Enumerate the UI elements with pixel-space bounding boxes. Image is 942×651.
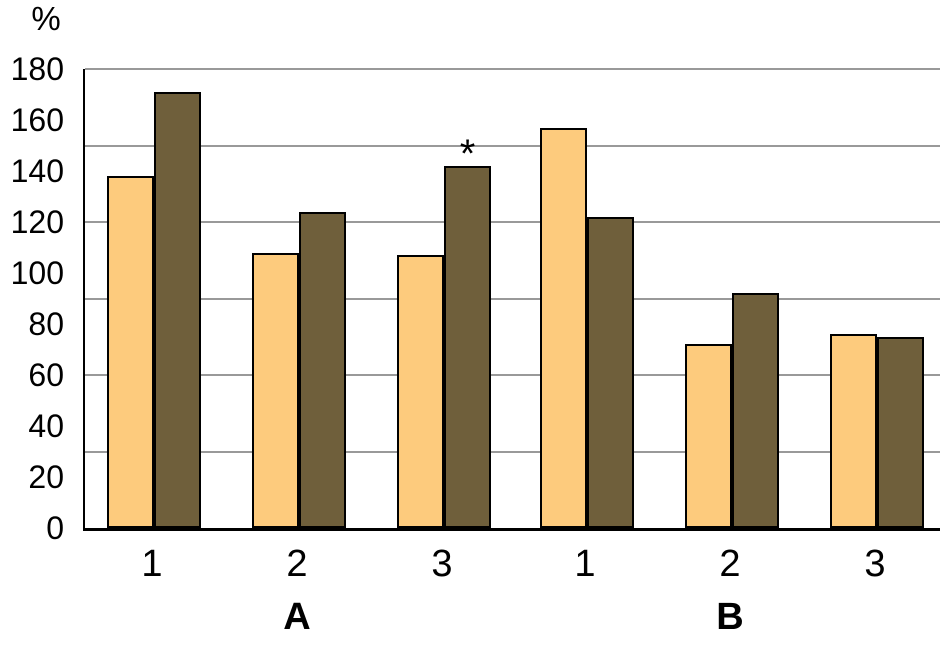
bar-group5-light [685,344,732,528]
bar-group5-dark [732,293,779,528]
bar-group2-light [252,252,299,528]
bar-group4-dark [587,216,634,528]
x-category-label: 1 [574,543,596,585]
x-category-label: 2 [286,543,308,585]
x-category-label: 3 [431,543,453,585]
bar-group2-dark [299,211,346,528]
y-tick-label: 180 [10,51,64,87]
y-tick-label: 20 [28,459,64,495]
gridline [85,144,940,147]
plot-area: * [83,68,940,531]
section-label: B [716,596,744,638]
x-category-label: 2 [719,543,741,585]
gridline [85,450,940,453]
bar-group4-light [540,127,587,528]
bar-group1-dark [154,91,201,528]
y-tick-label: 140 [10,153,64,189]
section-label: A [283,596,311,638]
gridline [85,68,940,70]
bar-group3-dark [444,165,491,528]
gridline [85,221,940,223]
bar-group6-dark [877,336,924,528]
bar-group3-light [397,255,444,528]
y-tick-label: 40 [28,408,64,444]
gridline [85,374,940,376]
bar-group1-light [107,176,154,528]
x-category-label: 1 [141,543,163,585]
y-tick-label: 60 [28,357,64,393]
bar-group6-light [830,334,877,528]
y-tick-label: 0 [46,510,64,546]
y-axis-unit-label: % [31,0,61,37]
y-tick-label: 120 [10,204,64,240]
x-category-label: 3 [864,543,886,585]
y-tick-label: 100 [10,255,64,291]
gridline [85,297,940,300]
significance-asterisk: * [459,131,476,176]
y-tick-label: 80 [28,306,64,342]
y-tick-label: 160 [10,102,64,138]
